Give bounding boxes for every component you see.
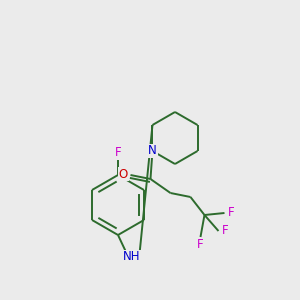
- Text: N: N: [148, 145, 157, 158]
- Text: NH: NH: [123, 250, 141, 263]
- Text: O: O: [119, 167, 128, 181]
- Text: F: F: [228, 206, 235, 220]
- Text: F: F: [222, 224, 229, 238]
- Text: F: F: [197, 238, 204, 251]
- Text: F: F: [115, 146, 121, 160]
